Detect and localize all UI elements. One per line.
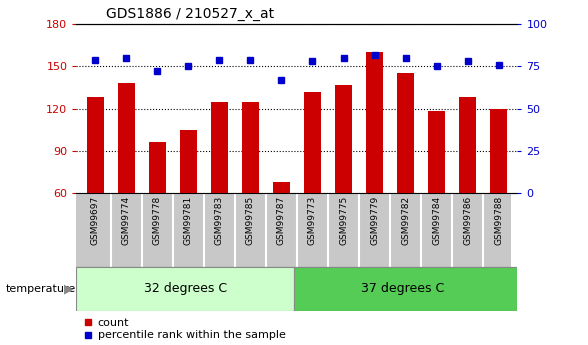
Text: GSM99774: GSM99774: [122, 196, 131, 245]
Text: GSM99779: GSM99779: [370, 196, 379, 245]
Text: GSM99778: GSM99778: [153, 196, 162, 245]
Bar: [118, 83, 135, 193]
Bar: [180, 130, 197, 193]
Text: ▶: ▶: [64, 283, 74, 295]
Text: 37 degrees C: 37 degrees C: [361, 283, 444, 295]
Bar: [273, 182, 290, 193]
Bar: [149, 142, 166, 193]
Legend: count, percentile rank within the sample: count, percentile rank within the sample: [82, 316, 288, 343]
Bar: [86, 97, 103, 193]
Text: GSM99775: GSM99775: [339, 196, 348, 245]
Text: GDS1886 / 210527_x_at: GDS1886 / 210527_x_at: [106, 7, 274, 21]
Text: GSM99783: GSM99783: [215, 196, 224, 245]
Bar: [335, 85, 352, 193]
Text: GSM99697: GSM99697: [91, 196, 99, 245]
Text: GSM99781: GSM99781: [183, 196, 193, 245]
Text: GSM99788: GSM99788: [495, 196, 503, 245]
Text: 32 degrees C: 32 degrees C: [143, 283, 227, 295]
Bar: [211, 102, 228, 193]
Text: GSM99786: GSM99786: [463, 196, 472, 245]
Bar: [294, 267, 517, 310]
Text: temperature: temperature: [6, 284, 76, 294]
Text: GSM99787: GSM99787: [277, 196, 286, 245]
Text: GSM99784: GSM99784: [432, 196, 441, 245]
Bar: [397, 73, 414, 193]
Text: GSM99773: GSM99773: [308, 196, 317, 245]
Bar: [366, 52, 383, 193]
Text: GSM99785: GSM99785: [246, 196, 255, 245]
Bar: [459, 97, 476, 193]
Text: GSM99782: GSM99782: [401, 196, 410, 245]
Bar: [76, 267, 294, 310]
Bar: [304, 92, 321, 193]
Bar: [242, 102, 259, 193]
Bar: [490, 109, 507, 193]
Bar: [428, 111, 445, 193]
